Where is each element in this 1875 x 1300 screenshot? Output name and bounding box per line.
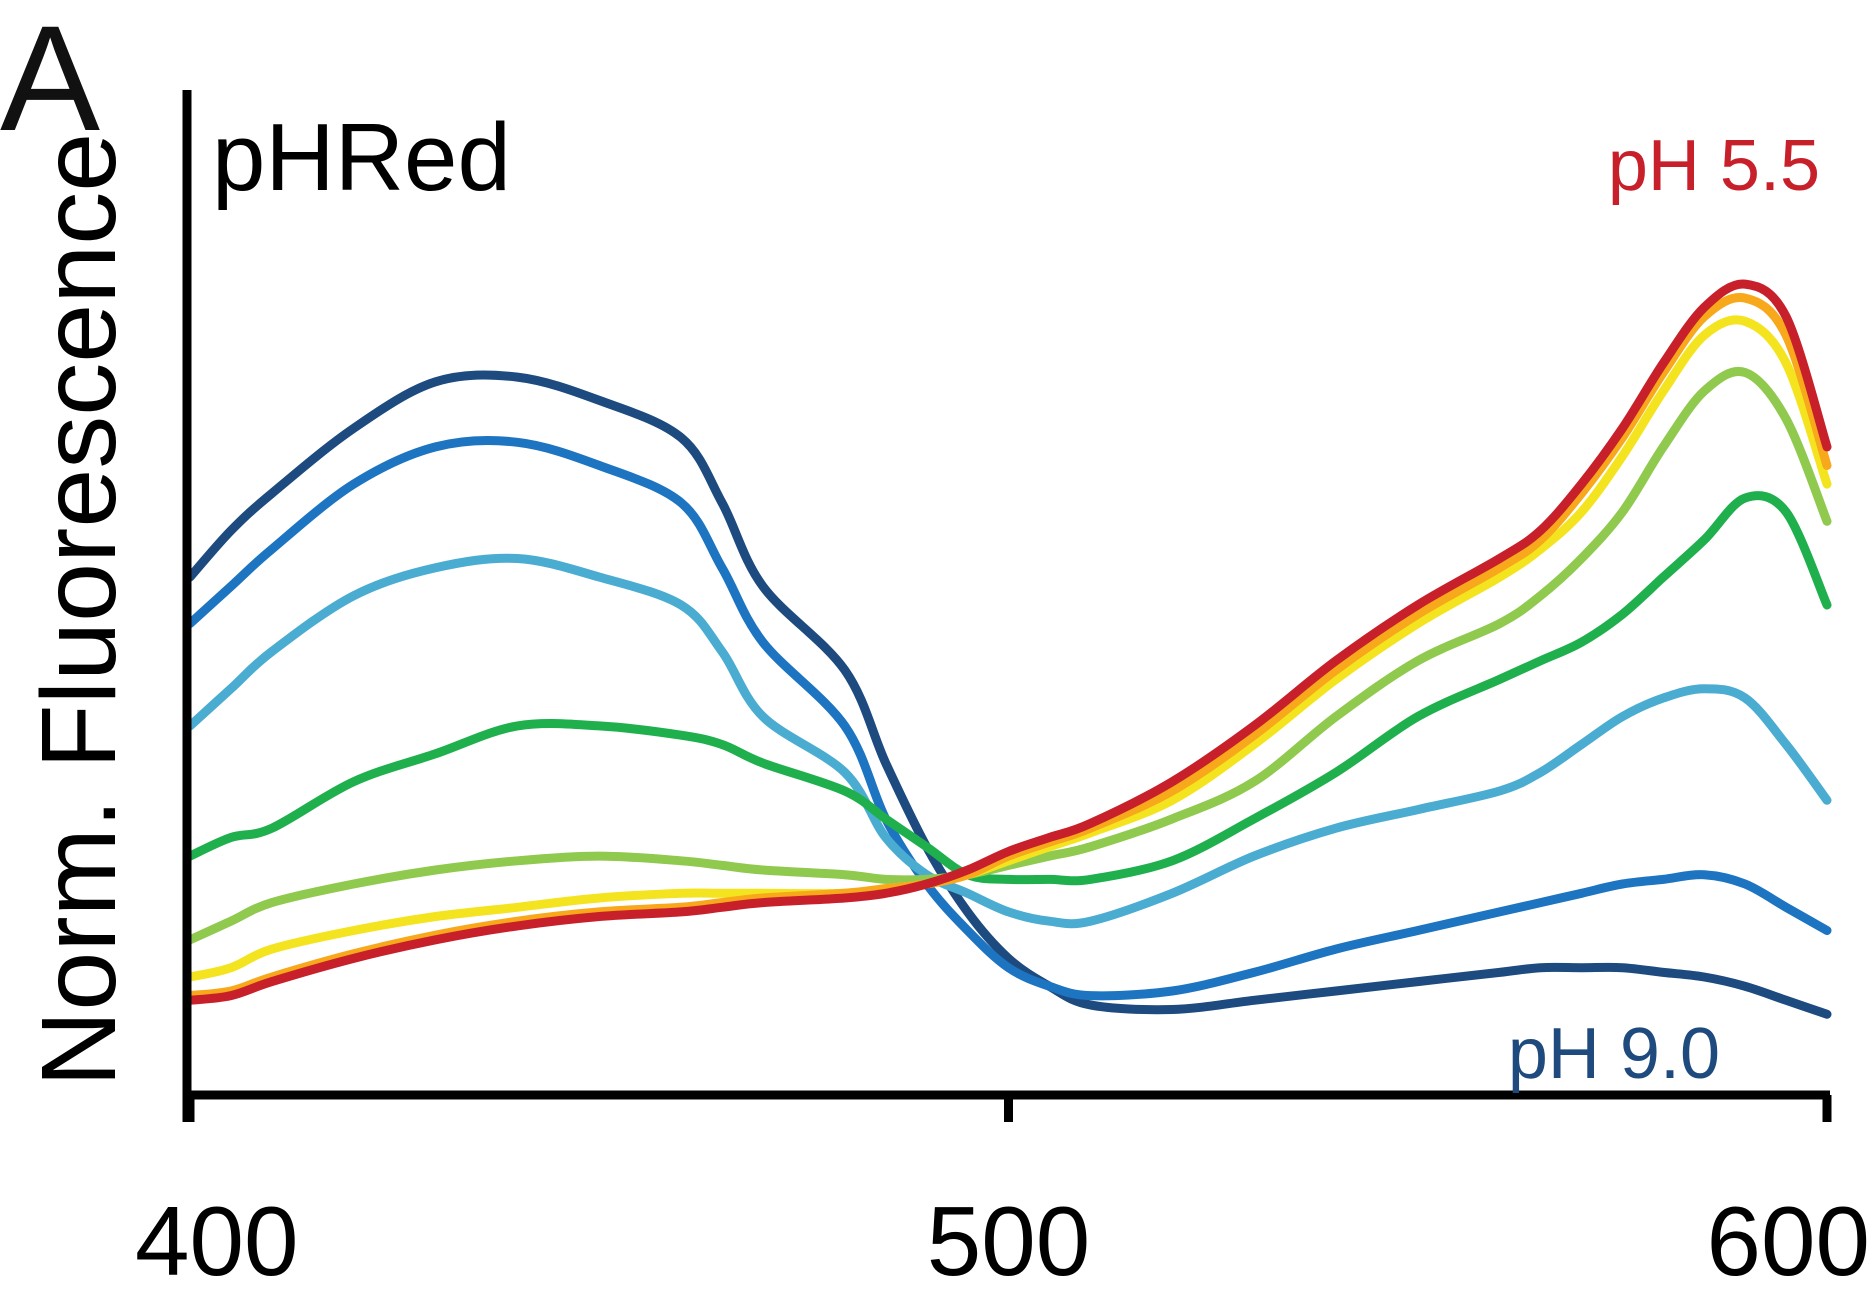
x-tick-label-600: 600	[1706, 1186, 1870, 1296]
series-line-3	[185, 553, 1832, 929]
x-ticks: 400 500 600	[135, 1095, 1870, 1296]
x-tick-label-500: 500	[927, 1186, 1091, 1296]
y-axis-label: Norm. Fluorescence	[20, 133, 138, 1087]
series-line-2	[185, 436, 1832, 1001]
chart-title: pHRed	[212, 104, 511, 211]
annotation-ph-9-0: pH 9.0	[1508, 1014, 1720, 1094]
series-line-1	[185, 370, 1832, 1019]
series-line-4	[185, 491, 1832, 886]
series-line-8	[185, 279, 1832, 1005]
x-tick-label-400: 400	[135, 1186, 299, 1296]
series-line-5	[185, 366, 1832, 945]
series-layer	[185, 279, 1832, 1019]
panel-label: A	[0, 0, 100, 162]
annotation-ph-5-5: pH 5.5	[1608, 126, 1820, 206]
